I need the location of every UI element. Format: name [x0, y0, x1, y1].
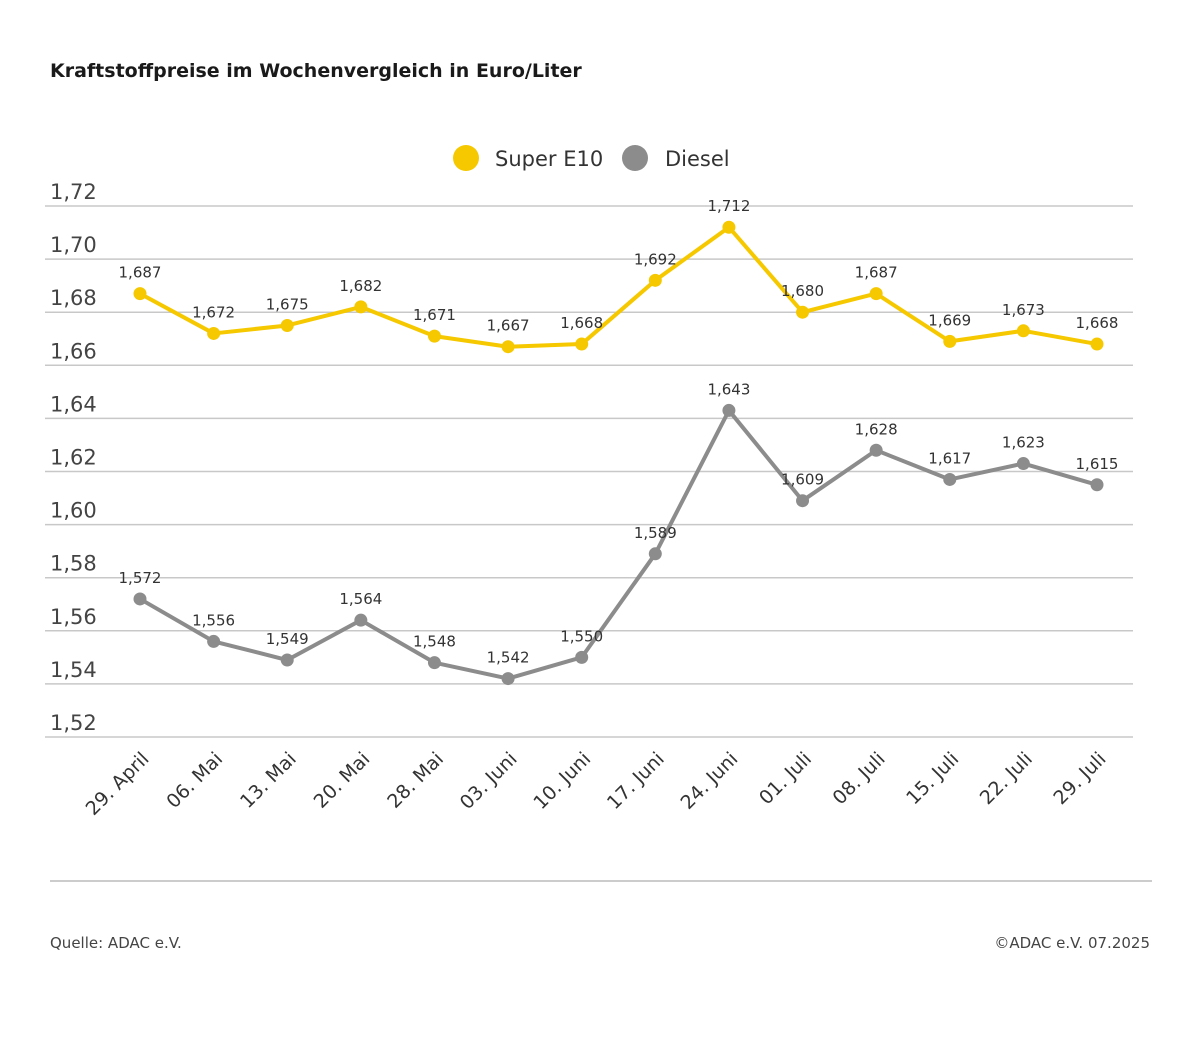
x-tick-label: 20. Mai	[310, 748, 375, 813]
data-label-super-e10: 1,687	[855, 264, 898, 282]
data-point-super-e10	[501, 340, 515, 354]
data-point-diesel	[648, 547, 662, 561]
data-label-super-e10: 1,682	[339, 277, 382, 295]
data-label-diesel: 1,623	[1002, 434, 1045, 452]
data-point-diesel	[354, 613, 368, 627]
data-point-super-e10	[207, 326, 221, 340]
y-tick-label: 1,54	[50, 658, 97, 682]
data-point-super-e10	[354, 300, 368, 314]
data-label-diesel: 1,542	[487, 649, 530, 667]
x-tick-label: 15. Juli	[902, 748, 963, 809]
data-label-super-e10: 1,680	[781, 282, 824, 300]
y-tick-label: 1,58	[50, 552, 97, 576]
legend-label-diesel: Diesel	[665, 147, 730, 171]
data-label-super-e10: 1,673	[1002, 301, 1045, 319]
y-tick-label: 1,52	[50, 711, 97, 735]
x-tick-label: 03. Juni	[456, 748, 522, 814]
legend-marker-diesel	[622, 145, 648, 171]
x-tick-label: 10. Juni	[529, 748, 595, 814]
data-point-super-e10	[796, 305, 810, 319]
data-label-diesel: 1,550	[560, 627, 603, 645]
data-point-diesel	[1016, 457, 1030, 471]
data-point-super-e10	[133, 287, 147, 301]
x-tick-label: 08. Juli	[829, 748, 890, 809]
chart-title: Kraftstoffpreise im Wochenvergleich in E…	[50, 60, 582, 82]
data-point-diesel	[796, 494, 810, 508]
x-tick-label: 29. Juli	[1049, 748, 1110, 809]
footer-copyright: ©ADAC e.V. 07.2025	[994, 934, 1150, 952]
data-label-diesel: 1,643	[707, 380, 750, 398]
y-tick-label: 1,60	[50, 499, 97, 523]
x-tick-label: 06. Mai	[162, 748, 227, 813]
data-label-super-e10: 1,671	[413, 306, 456, 324]
y-axis-ticks: 1,52 1,54 1,56 1,58 1,60 1,62 1,64 1,66 1,68 1,70…	[50, 180, 97, 735]
y-tick-label: 1,68	[50, 286, 97, 310]
data-point-super-e10	[280, 318, 294, 332]
data-point-diesel	[1090, 478, 1104, 492]
series-group: 1,687 1,672 1,675 1,682 1,671 1,667 1,668 1,692…	[119, 197, 1119, 686]
y-tick-label: 1,70	[50, 233, 97, 257]
data-label-diesel: 1,548	[413, 633, 456, 651]
line-chart: Super E10 Diesel 1,52 1,54 1,56 1,58 1,60 1,62…	[45, 145, 1133, 820]
data-point-super-e10	[1016, 324, 1030, 338]
data-label-diesel: 1,564	[339, 590, 382, 608]
data-point-diesel	[575, 650, 589, 664]
footer-source: Quelle: ADAC e.V.	[50, 934, 182, 952]
data-label-super-e10: 1,668	[560, 314, 603, 332]
data-point-diesel	[943, 472, 957, 486]
data-label-diesel: 1,572	[119, 569, 162, 587]
x-tick-label: 29. April	[82, 748, 154, 820]
x-tick-label: 01. Juli	[755, 748, 816, 809]
data-label-diesel: 1,549	[266, 630, 309, 648]
data-point-super-e10	[648, 273, 662, 287]
data-point-diesel	[280, 653, 294, 667]
data-label-super-e10: 1,675	[266, 295, 309, 313]
footer-divider	[50, 880, 1152, 882]
x-tick-label: 17. Juni	[603, 748, 669, 814]
data-point-diesel	[207, 634, 221, 648]
data-label-diesel: 1,615	[1076, 455, 1119, 473]
legend-marker-super-e10	[453, 145, 479, 171]
data-point-diesel	[501, 672, 515, 686]
data-label-super-e10: 1,668	[1076, 314, 1119, 332]
data-point-diesel	[133, 592, 147, 606]
data-label-super-e10: 1,692	[634, 250, 677, 268]
data-point-super-e10	[427, 329, 441, 343]
y-tick-label: 1,66	[50, 339, 97, 363]
legend: Super E10 Diesel	[453, 145, 730, 171]
series-line-diesel	[139, 408, 1098, 681]
x-tick-label: 24. Juni	[677, 748, 743, 814]
y-tick-label: 1,72	[50, 180, 97, 204]
y-tick-label: 1,64	[50, 392, 97, 416]
data-label-diesel: 1,589	[634, 524, 677, 542]
x-tick-label: 22. Juli	[976, 748, 1037, 809]
data-point-diesel	[722, 403, 736, 417]
y-tick-label: 1,56	[50, 605, 97, 629]
gridlines	[45, 205, 1133, 738]
x-axis-ticks: 29. April 06. Mai 13. Mai 20. Mai 28. Mai 03.…	[82, 748, 1111, 820]
data-point-super-e10	[722, 220, 736, 234]
data-label-super-e10: 1,669	[928, 311, 971, 329]
x-tick-label: 13. Mai	[236, 748, 301, 813]
data-point-super-e10	[943, 334, 957, 348]
data-label-super-e10: 1,712	[707, 197, 750, 215]
data-label-super-e10: 1,667	[487, 317, 530, 335]
data-label-diesel: 1,617	[928, 449, 971, 467]
data-label-diesel: 1,609	[781, 471, 824, 489]
data-label-super-e10: 1,672	[192, 303, 235, 321]
series-line-super-e10	[139, 225, 1098, 349]
data-label-super-e10: 1,687	[119, 264, 162, 282]
x-tick-label: 28. Mai	[383, 748, 448, 813]
data-point-diesel	[869, 443, 883, 457]
data-point-super-e10	[575, 337, 589, 351]
data-point-super-e10	[869, 287, 883, 301]
data-label-diesel: 1,628	[855, 420, 898, 438]
data-label-diesel: 1,556	[192, 611, 235, 629]
data-point-super-e10	[1090, 337, 1104, 351]
y-tick-label: 1,62	[50, 446, 97, 470]
legend-label-super-e10: Super E10	[495, 147, 603, 171]
data-point-diesel	[427, 656, 441, 670]
